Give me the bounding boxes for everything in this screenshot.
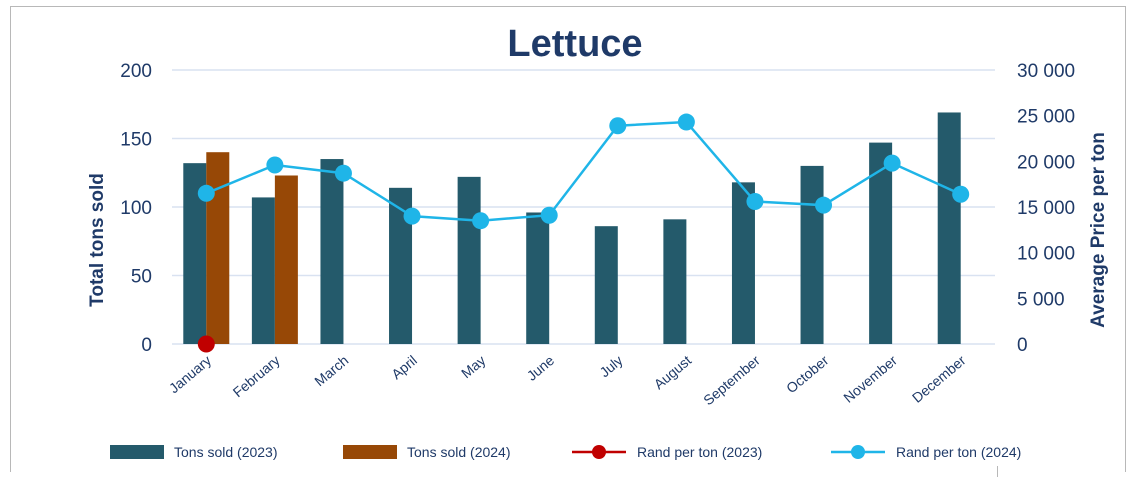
category-label: June — [524, 352, 558, 384]
legend-swatch-tons-sold-2024- — [343, 445, 397, 459]
category-label: September — [700, 352, 763, 408]
right-tick-label: 30 000 — [1017, 61, 1075, 82]
bar-tons-sold-2023- — [526, 212, 550, 344]
right-tick-label: 20 000 — [1017, 152, 1075, 173]
chart-frame — [10, 6, 1126, 472]
point-rand-per-ton-2024- — [883, 154, 901, 172]
right-tick-label: 15 000 — [1017, 198, 1075, 219]
legend-marker-rand-per-ton-2024- — [851, 445, 865, 459]
point-rand-per-ton-2024- — [540, 206, 558, 224]
category-label: November — [840, 352, 900, 406]
bar-tons-sold-2023- — [937, 112, 961, 344]
category-label: March — [311, 352, 351, 389]
category-label: May — [458, 352, 489, 381]
bar-tons-sold-2024- — [274, 175, 298, 344]
left-tick-label: 100 — [120, 198, 152, 219]
legend-swatch-tons-sold-2023- — [110, 445, 164, 459]
right-axis-ticks: 0 5 000 10 000 15 000 20 000 25 000 30 000 — [1017, 61, 1075, 356]
left-tick-label: 200 — [120, 61, 152, 82]
gridlines — [172, 69, 995, 345]
right-tick-label: 10 000 — [1017, 244, 1075, 265]
point-rand-per-ton-2024- — [472, 212, 490, 230]
right-tick-label: 5 000 — [1017, 289, 1065, 310]
legend-label: Tons sold (2024) — [407, 444, 511, 460]
category-labels: January February March April May June July Augu… — [166, 352, 969, 408]
bar-tons-sold-2023- — [800, 165, 824, 344]
right-tick-label: 25 000 — [1017, 107, 1075, 128]
chart-frame-tail — [997, 466, 998, 477]
category-label: July — [596, 352, 625, 380]
point-rand-per-ton-2024- — [403, 207, 421, 225]
bar-tons-sold-2023- — [251, 197, 275, 344]
point-rand-per-ton-2024- — [815, 196, 833, 214]
point-rand-per-ton-2024- — [952, 185, 970, 203]
left-axis-ticks: 0 50 100 150 200 — [120, 61, 152, 356]
left-tick-label: 0 — [141, 335, 152, 356]
lines — [197, 113, 970, 353]
line-rand-per-ton-2024- — [205, 120, 962, 222]
bars — [183, 112, 961, 344]
point-rand-per-ton-2024- — [334, 164, 352, 182]
category-label: April — [388, 352, 420, 382]
point-rand-per-ton-2024- — [746, 193, 764, 211]
point-rand-per-ton-2024- — [609, 117, 627, 135]
left-axis-title: Total tons sold — [87, 173, 108, 307]
category-label: August — [651, 352, 695, 392]
legend-label: Tons sold (2023) — [174, 444, 278, 460]
bar-tons-sold-2023- — [389, 187, 413, 344]
bar-tons-sold-2023- — [183, 163, 207, 344]
right-axis-title: Average Price per ton — [1088, 132, 1109, 328]
legend-marker-rand-per-ton-2023- — [592, 445, 606, 459]
category-label: December — [909, 352, 969, 406]
bar-tons-sold-2024- — [206, 152, 230, 344]
bar-tons-sold-2023- — [457, 176, 481, 344]
category-label: February — [230, 352, 283, 400]
category-label: October — [783, 352, 832, 396]
right-tick-label: 0 — [1017, 335, 1028, 356]
bar-tons-sold-2023- — [731, 182, 755, 344]
legend-label: Rand per ton (2023) — [637, 444, 762, 460]
left-tick-label: 150 — [120, 130, 152, 151]
legend: Tons sold (2023) Tons sold (2024) Rand per… — [110, 444, 1021, 460]
point-rand-per-ton-2023- — [197, 335, 215, 353]
left-tick-label: 50 — [131, 267, 152, 288]
point-rand-per-ton-2024- — [266, 156, 284, 174]
chart-title: Lettuce — [507, 23, 642, 65]
point-rand-per-ton-2024- — [677, 113, 695, 131]
bar-tons-sold-2023- — [320, 159, 344, 344]
legend-label: Rand per ton (2024) — [896, 444, 1021, 460]
bar-tons-sold-2023- — [663, 219, 687, 344]
bar-tons-sold-2023- — [869, 142, 893, 344]
category-label: January — [166, 352, 214, 396]
bar-tons-sold-2023- — [594, 226, 618, 344]
point-rand-per-ton-2024- — [197, 184, 215, 202]
